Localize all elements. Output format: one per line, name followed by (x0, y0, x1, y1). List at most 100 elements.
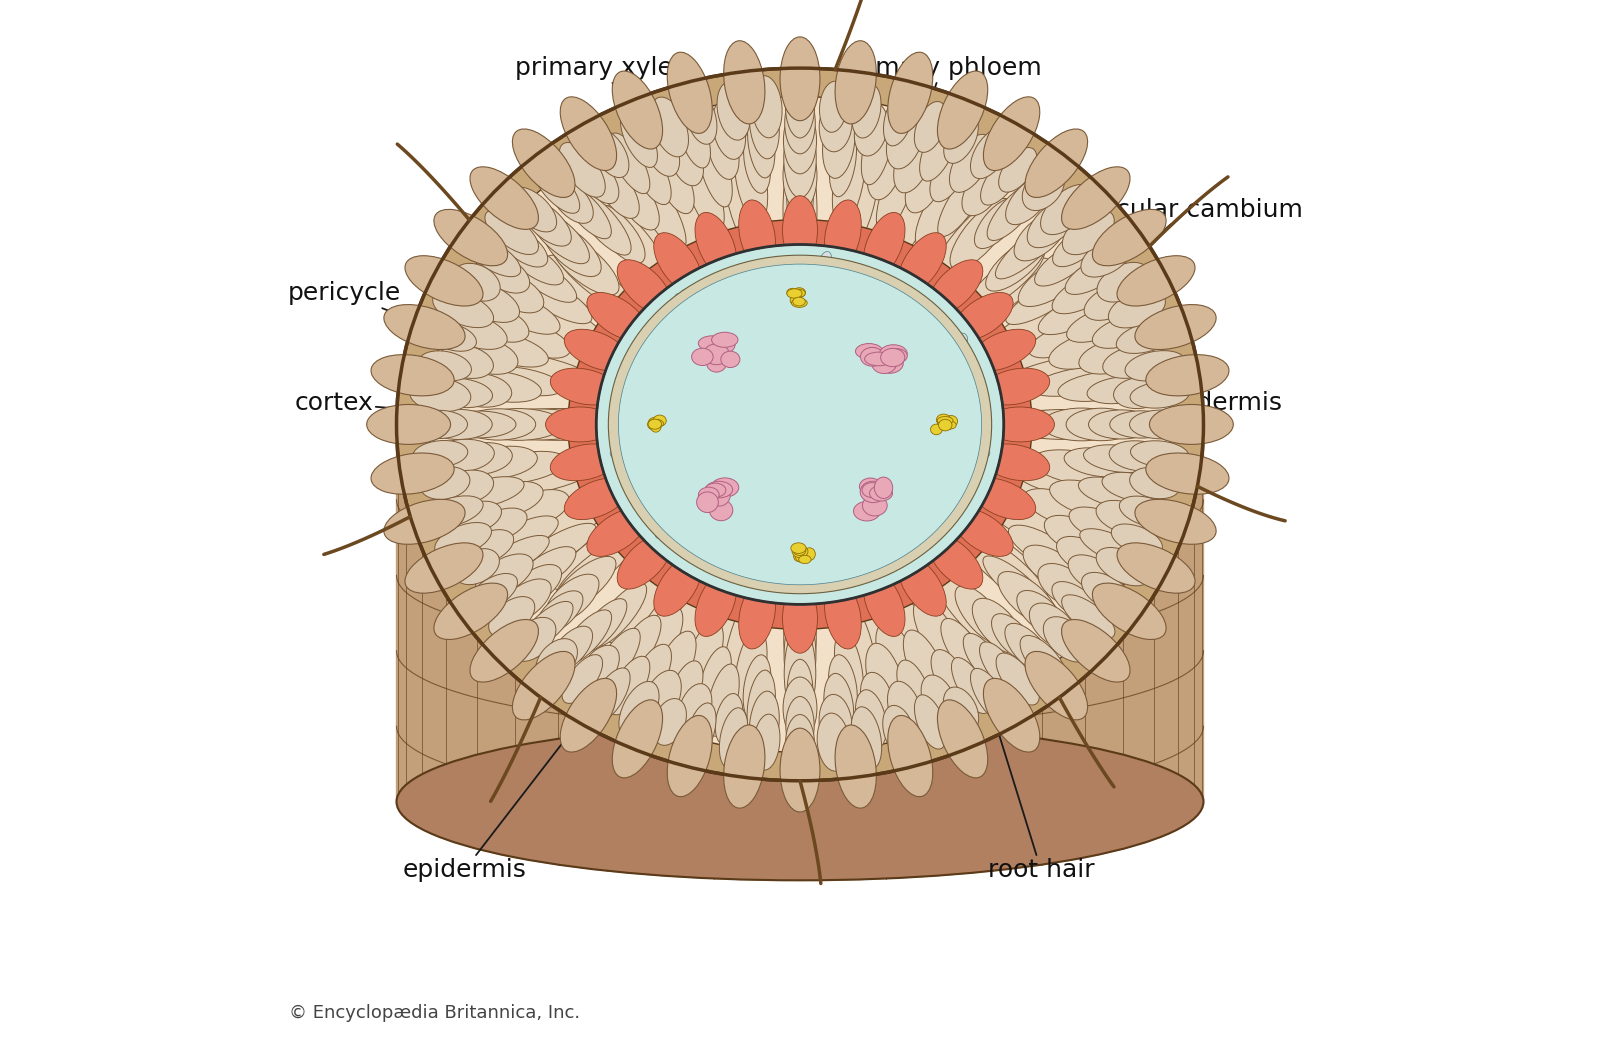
Ellipse shape (1064, 447, 1133, 477)
Ellipse shape (550, 626, 592, 671)
Ellipse shape (842, 378, 851, 393)
Ellipse shape (986, 407, 1054, 442)
Ellipse shape (667, 468, 678, 482)
Ellipse shape (632, 168, 686, 250)
Ellipse shape (590, 583, 646, 647)
Ellipse shape (797, 415, 806, 425)
Polygon shape (760, 433, 840, 584)
Ellipse shape (482, 409, 595, 440)
Ellipse shape (784, 610, 816, 702)
Ellipse shape (899, 297, 912, 305)
Ellipse shape (782, 423, 795, 434)
Ellipse shape (462, 529, 514, 565)
Ellipse shape (698, 499, 704, 508)
Ellipse shape (760, 387, 771, 400)
Ellipse shape (1067, 305, 1134, 343)
Ellipse shape (986, 238, 1046, 291)
Ellipse shape (619, 264, 981, 585)
Ellipse shape (670, 453, 678, 466)
Ellipse shape (699, 647, 731, 714)
Ellipse shape (694, 213, 736, 278)
Ellipse shape (1117, 543, 1195, 593)
Ellipse shape (736, 565, 749, 575)
Ellipse shape (915, 695, 947, 749)
Ellipse shape (453, 263, 501, 301)
Ellipse shape (747, 486, 760, 499)
Ellipse shape (792, 299, 808, 307)
Ellipse shape (642, 671, 682, 729)
Ellipse shape (698, 131, 733, 206)
Ellipse shape (971, 478, 1035, 520)
Ellipse shape (877, 301, 888, 315)
Ellipse shape (998, 148, 1037, 192)
Ellipse shape (478, 452, 566, 484)
Ellipse shape (1096, 547, 1150, 586)
Ellipse shape (1040, 184, 1093, 235)
Ellipse shape (755, 565, 768, 575)
Ellipse shape (920, 410, 931, 421)
Ellipse shape (866, 643, 904, 717)
Polygon shape (760, 265, 840, 416)
Ellipse shape (894, 369, 904, 379)
Ellipse shape (520, 500, 608, 550)
Ellipse shape (1146, 354, 1229, 396)
Ellipse shape (704, 344, 730, 365)
Ellipse shape (550, 368, 618, 405)
Ellipse shape (794, 545, 806, 555)
Ellipse shape (1109, 290, 1165, 328)
Ellipse shape (782, 139, 818, 212)
Ellipse shape (619, 201, 696, 302)
Ellipse shape (1102, 473, 1166, 502)
Ellipse shape (1096, 500, 1154, 534)
Ellipse shape (1061, 619, 1130, 682)
Polygon shape (810, 390, 981, 459)
Ellipse shape (957, 333, 968, 345)
Text: primary phloem: primary phloem (837, 57, 1042, 383)
Ellipse shape (898, 192, 987, 312)
Ellipse shape (456, 281, 520, 323)
Ellipse shape (970, 411, 1115, 438)
Ellipse shape (683, 149, 725, 233)
Polygon shape (397, 346, 1203, 880)
Ellipse shape (829, 125, 856, 197)
Ellipse shape (1062, 595, 1115, 638)
Ellipse shape (811, 385, 827, 392)
Ellipse shape (794, 420, 803, 430)
Ellipse shape (739, 467, 750, 478)
Text: pericycle: pericycle (288, 282, 602, 393)
Ellipse shape (893, 522, 906, 533)
Ellipse shape (792, 545, 808, 558)
Ellipse shape (648, 419, 661, 430)
Ellipse shape (466, 236, 520, 277)
Ellipse shape (1038, 293, 1110, 334)
Ellipse shape (587, 292, 648, 341)
Ellipse shape (778, 425, 790, 438)
Ellipse shape (630, 141, 670, 204)
Ellipse shape (733, 416, 742, 428)
Ellipse shape (742, 460, 754, 473)
Ellipse shape (1051, 582, 1101, 621)
Ellipse shape (829, 655, 858, 721)
Ellipse shape (981, 156, 1021, 205)
Ellipse shape (979, 641, 1022, 695)
Ellipse shape (696, 492, 718, 512)
Ellipse shape (482, 367, 563, 396)
Ellipse shape (466, 446, 538, 479)
Ellipse shape (758, 355, 770, 366)
Ellipse shape (890, 391, 902, 401)
Ellipse shape (472, 508, 526, 542)
Ellipse shape (906, 393, 912, 406)
Ellipse shape (470, 305, 530, 343)
Ellipse shape (677, 534, 686, 546)
Ellipse shape (782, 677, 818, 740)
Ellipse shape (853, 502, 880, 521)
Ellipse shape (701, 561, 750, 695)
Ellipse shape (707, 354, 726, 372)
Ellipse shape (667, 52, 712, 133)
Ellipse shape (1117, 321, 1179, 353)
Ellipse shape (749, 90, 779, 159)
Ellipse shape (1093, 210, 1166, 266)
Ellipse shape (797, 440, 811, 452)
Ellipse shape (555, 536, 635, 602)
Ellipse shape (638, 423, 648, 435)
